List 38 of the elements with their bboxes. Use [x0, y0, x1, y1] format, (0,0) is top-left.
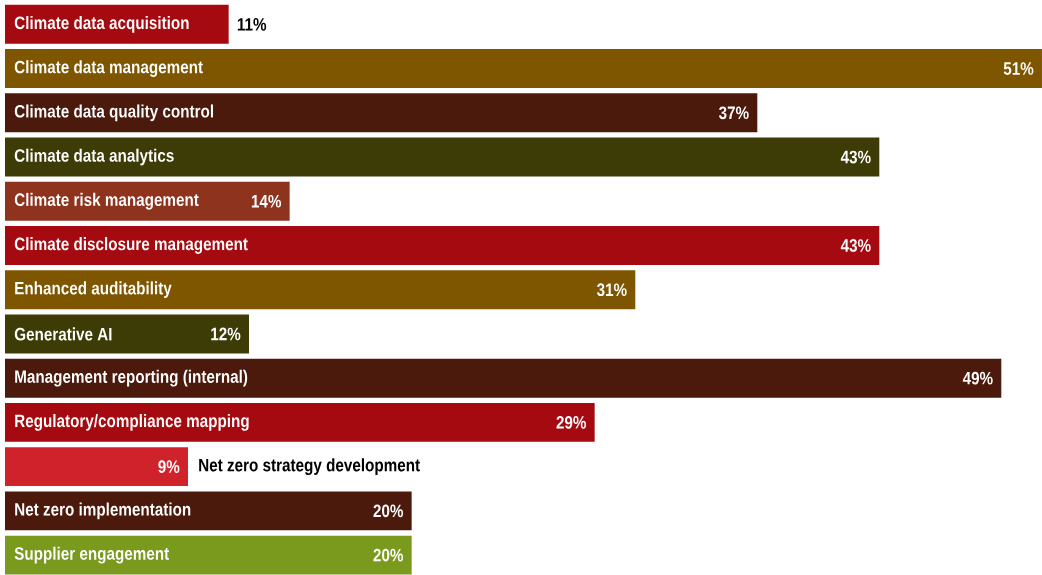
- y-tick-label: Supplier engagement: [14, 546, 170, 564]
- y-tick-label: Generative AI: [14, 327, 112, 341]
- bar: [5, 358, 1002, 398]
- bar: [5, 447, 188, 487]
- bar: [5, 535, 412, 575]
- y-tick-label: Net zero implementation: [15, 502, 191, 520]
- y-tick-label: Enhanced auditability: [15, 281, 172, 299]
- bar: [5, 181, 290, 221]
- data-label: 12%: [211, 327, 241, 341]
- y-tick-label: Climate data acquisition: [14, 15, 189, 33]
- bar: [5, 491, 412, 531]
- data-label: 51%: [1003, 62, 1034, 75]
- data-label: 37%: [718, 106, 749, 120]
- bar: [5, 49, 1042, 89]
- y-tick-label: Net zero strategy development: [199, 458, 420, 476]
- data-label: 43%: [840, 239, 871, 252]
- data-label: 20%: [373, 548, 404, 562]
- y-tick-label: Climate data analytics: [14, 148, 174, 166]
- y-tick-label: Climate data management: [14, 60, 203, 77]
- y-tick-label: Climate disclosure management: [14, 237, 248, 254]
- data-label: 43%: [840, 150, 871, 164]
- data-label: 49%: [962, 371, 993, 385]
- y-tick-label: Climate risk management: [14, 192, 199, 210]
- y-tick-label: Climate data quality control: [14, 104, 213, 122]
- data-label: 29%: [556, 416, 587, 429]
- data-label: 9%: [158, 460, 180, 473]
- bar: [5, 270, 636, 310]
- bar: [5, 226, 880, 265]
- bar: [5, 93, 758, 133]
- bar: [5, 137, 880, 177]
- data-label: 11%: [237, 18, 267, 31]
- data-label: 31%: [596, 283, 627, 297]
- y-tick-label: Management reporting (internal): [15, 369, 248, 387]
- y-tick-label: Regulatory/compliance mapping: [15, 414, 249, 431]
- data-label: 14%: [251, 194, 282, 208]
- bar: [5, 402, 595, 442]
- data-label: 20%: [373, 504, 404, 518]
- bar: [5, 314, 249, 354]
